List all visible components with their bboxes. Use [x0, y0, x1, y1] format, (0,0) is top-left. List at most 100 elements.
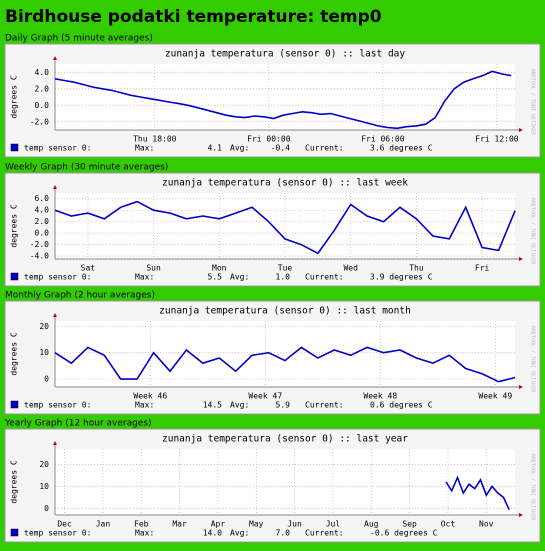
stat-name: Max:: [135, 144, 154, 153]
watermark: RRDTOOL / TOBI OETIKER: [530, 326, 536, 393]
stat-name: Max:: [135, 273, 154, 282]
x-tick-label: Aug: [364, 520, 379, 529]
x-tick-label: Fri 12:00: [475, 135, 519, 144]
watermark: RRDTOOL / TOBI OETIKER: [530, 198, 536, 265]
stat-value: 4.1: [208, 144, 223, 153]
x-tick-label: Feb: [134, 520, 149, 529]
y-tick-label: 10: [39, 348, 49, 357]
y-axis-label: degrees C: [10, 75, 19, 119]
x-tick-label: Wed: [343, 264, 358, 273]
stat-value: -0.6 degrees C: [370, 529, 438, 538]
section-heading: Yearly Graph (12 hour averages): [4, 419, 152, 429]
x-tick-label: Jan: [96, 520, 111, 529]
legend-label: temp sensor 0:: [24, 401, 91, 410]
y-axis-label: degrees C: [10, 332, 19, 376]
section-heading: Weekly Graph (30 minute averages): [5, 163, 168, 173]
y-tick-label: 2.0: [35, 84, 50, 93]
y-tick-label: 4.0: [35, 206, 50, 215]
plot-area: [55, 64, 515, 130]
y-tick-label: 4.0: [35, 68, 50, 77]
chart-title: zunanja temperatura (sensor 0) :: last y…: [162, 434, 408, 445]
x-tick-label: Sep: [402, 520, 417, 529]
stat-value: 5.5: [208, 273, 223, 282]
stat-name: Current:: [305, 529, 344, 538]
axis-arrow: [53, 441, 57, 445]
section-heading: Monthly Graph (2 hour averages): [5, 291, 155, 301]
x-tick-label: Mon: [212, 264, 227, 273]
x-tick-label: Dec: [57, 520, 72, 529]
y-tick-label: 6.0: [35, 194, 50, 203]
stat-name: Max:: [135, 529, 154, 538]
x-tick-label: May: [249, 520, 264, 529]
y-tick-label: 0: [44, 504, 49, 513]
stat-name: Avg:: [230, 144, 249, 153]
data-line: [54, 70, 512, 130]
data-line: [445, 475, 510, 511]
stat-name: Avg:: [230, 401, 249, 410]
watermark: RRDTOOL / TOBI OETIKER: [530, 454, 536, 521]
x-tick-label: Thu: [409, 264, 424, 273]
stat-name: Avg:: [230, 529, 249, 538]
legend-swatch: [10, 272, 19, 281]
x-tick-label: Jun: [287, 520, 302, 529]
data-line: [54, 346, 516, 383]
x-tick-label: Week 49: [478, 392, 512, 401]
chart-title: zunanja temperatura (sensor 0) :: last w…: [162, 178, 408, 189]
x-tick-label: Fri: [475, 264, 490, 273]
y-axis-label: degrees C: [10, 204, 19, 248]
axis-arrow: [53, 185, 57, 189]
x-tick-label: Jul: [326, 520, 341, 529]
watermark: RRDTOOL / TOBI OETIKER: [530, 69, 536, 136]
legend-swatch: [10, 143, 19, 152]
axis-arrow: [519, 128, 523, 132]
stat-value: 0.6 degrees C: [370, 401, 433, 410]
y-tick-label: -2.0: [30, 117, 49, 126]
y-tick-label: 10: [39, 482, 49, 491]
y-tick-label: -4.0: [30, 252, 49, 261]
axis-arrow: [519, 257, 523, 261]
stat-value: -0.4: [271, 144, 290, 153]
axis-arrow: [519, 513, 523, 517]
y-tick-label: 20: [39, 322, 49, 331]
stat-name: Current:: [305, 144, 344, 153]
y-tick-label: -2.0: [30, 240, 49, 249]
x-tick-label: Mar: [172, 520, 187, 529]
plot-area: [55, 449, 515, 515]
y-tick-label: 0.0: [35, 229, 50, 238]
chart-title: zunanja temperatura (sensor 0) :: last m…: [159, 306, 411, 317]
x-tick-label: Oct: [441, 520, 456, 529]
y-tick-label: 0.0: [35, 101, 50, 110]
x-tick-label: Thu 18:00: [133, 135, 177, 144]
data-line: [54, 200, 516, 255]
x-tick-label: Tue: [278, 264, 293, 273]
stat-value: 5.9: [276, 401, 291, 410]
stat-value: 7.0: [276, 529, 291, 538]
x-tick-label: Sun: [146, 264, 161, 273]
stat-name: Current:: [305, 401, 344, 410]
axis-arrow: [53, 56, 57, 60]
y-axis-label: degrees C: [10, 460, 19, 504]
axis-arrow: [519, 385, 523, 389]
axis-arrow: [53, 313, 57, 317]
stat-value: 3.9 degrees C: [370, 273, 433, 282]
stat-name: Avg:: [230, 273, 249, 282]
stat-name: Current:: [305, 273, 344, 282]
legend-label: temp sensor 0:: [24, 529, 91, 538]
x-tick-label: Week 46: [133, 392, 167, 401]
legend-swatch: [10, 400, 19, 409]
stat-value: 14.5: [203, 401, 222, 410]
plot-area: [55, 321, 515, 387]
section-heading: Daily Graph (5 minute averages): [5, 34, 153, 44]
x-tick-label: Sat: [81, 264, 96, 273]
x-tick-label: Nov: [479, 520, 494, 529]
chart-title: zunanja temperatura (sensor 0) :: last d…: [165, 49, 405, 60]
x-tick-label: Apr: [211, 520, 226, 529]
stat-value: 14.0: [203, 529, 222, 538]
legend-swatch: [10, 528, 19, 537]
y-tick-label: 2.0: [35, 217, 50, 226]
y-tick-label: 0: [44, 375, 49, 384]
legend-label: temp sensor 0:: [24, 273, 91, 282]
legend-label: temp sensor 0:: [24, 144, 91, 153]
page-title: Birdhouse podatki temperature: temp0: [5, 7, 382, 27]
